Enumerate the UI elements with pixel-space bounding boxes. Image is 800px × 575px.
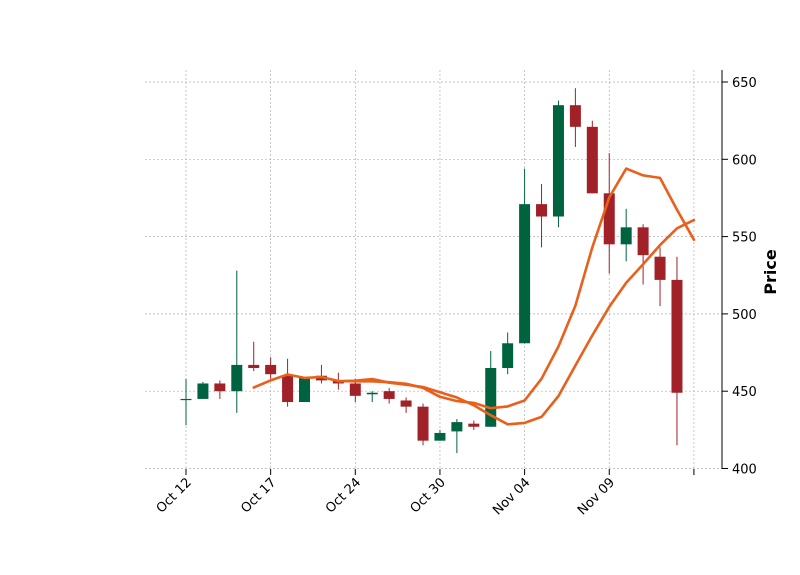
y-tick-label: 600: [732, 153, 757, 168]
candle-down: [569, 105, 581, 127]
x-tick-label: Nov 04: [490, 475, 533, 518]
candle-down: [603, 193, 615, 245]
candle-down: [383, 391, 395, 399]
x-tick-label: Oct 30: [408, 475, 449, 516]
y-tick-label: 500: [732, 308, 757, 323]
x-tick-label: Nov 09: [575, 475, 618, 518]
candle-down: [282, 375, 294, 403]
axes: 400 450 500 550 600 650 Oct 12 Oct 17 Oct 24 Oct …: [154, 70, 757, 518]
candle-up: [451, 422, 463, 432]
x-tick-label: Oct 12: [154, 475, 195, 516]
y-tick-label: 550: [732, 231, 757, 246]
x-tick-label: Oct 17: [238, 475, 279, 516]
grid-lines: [145, 70, 722, 469]
candle-down: [248, 364, 260, 369]
candle-down: [400, 400, 412, 407]
candle-down: [637, 227, 649, 256]
candle-up: [434, 432, 446, 441]
candle-down: [671, 279, 683, 393]
candle-up: [485, 368, 497, 427]
candle-down: [349, 383, 361, 396]
candle-up: [231, 364, 243, 392]
candle-up: [366, 392, 378, 395]
candle-down: [536, 204, 548, 217]
candle-down: [586, 126, 598, 194]
moving-average-lines: [252, 167, 696, 426]
candle-down: [417, 406, 429, 441]
candle-up: [299, 377, 311, 403]
y-tick-label: 400: [732, 463, 757, 478]
candle-up: [180, 398, 192, 401]
y-tick-label: 450: [732, 385, 757, 400]
candle-up: [197, 383, 209, 399]
candle-up: [552, 105, 564, 217]
candle-up: [620, 227, 632, 245]
candle-up: [502, 343, 514, 369]
x-tick-label: Oct 24: [323, 475, 364, 516]
candle-up: [519, 204, 531, 344]
y-axis-title: Price: [761, 249, 780, 295]
moving-average-short-line: [252, 167, 696, 410]
candle-down: [214, 383, 226, 392]
moving-average-long-line: [337, 218, 696, 426]
candle-down: [654, 256, 666, 280]
y-tick-label: 650: [732, 76, 757, 91]
candles: [180, 88, 683, 454]
candle-down: [265, 364, 277, 375]
candle-down: [468, 423, 480, 427]
